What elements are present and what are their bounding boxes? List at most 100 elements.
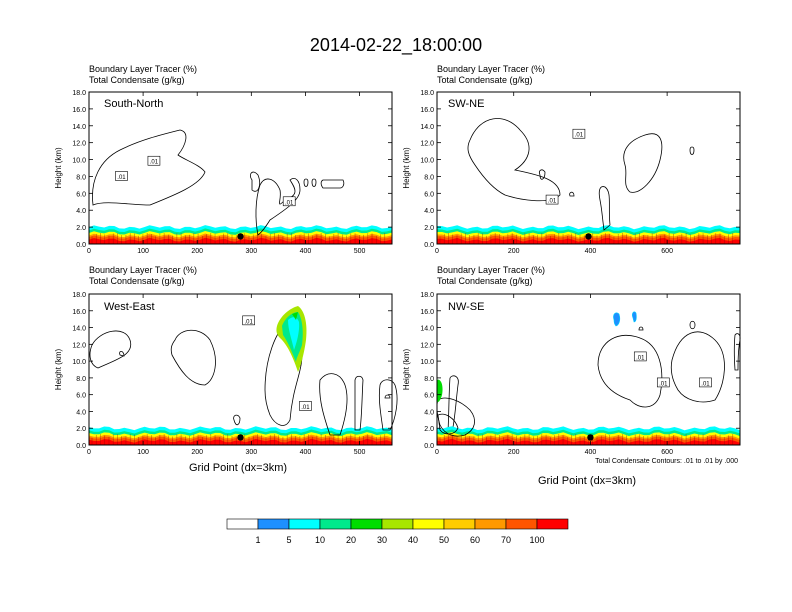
y-tick-label: 18.0 — [72, 292, 86, 299]
y-tick-label: 8.0 — [424, 174, 434, 181]
colorbar-swatch — [288, 518, 321, 530]
panel-nw-se: Boundary Layer Tracer (%) Total Condensa… — [402, 265, 741, 465]
colorbar-label: 30 — [377, 535, 387, 545]
contour-label: .01 — [701, 381, 710, 387]
panel-header-line2: Total Condensate (g/kg) — [437, 276, 533, 286]
x-tick-label: 300 — [245, 248, 257, 255]
x-axis-title: Grid Point (dx=3km) — [538, 475, 636, 487]
plot-frame — [436, 91, 741, 245]
y-tick-label: 10.0 — [72, 158, 86, 165]
ice-cloud-patch — [613, 312, 621, 327]
x-tick-label: 600 — [661, 248, 673, 255]
x-tick-label: 200 — [508, 248, 520, 255]
colorbar-label: 10 — [315, 535, 325, 545]
x-tick-label: 200 — [508, 449, 520, 456]
colorbar-swatch — [381, 518, 414, 530]
panel-header-line1: Boundary Layer Tracer (%) — [89, 64, 197, 74]
panel-west-east: Boundary Layer Tracer (%) Total Condensa… — [54, 265, 459, 456]
site-marker — [237, 434, 244, 441]
y-axis-title: Height (km) — [54, 147, 63, 189]
y-tick-label: 14.0 — [420, 326, 434, 333]
colorbar-label: 50 — [439, 535, 449, 545]
y-tick-label: 10.0 — [420, 359, 434, 366]
plot-frame — [88, 91, 393, 245]
plot-frame — [436, 293, 741, 446]
y-tick-label: 12.0 — [72, 342, 86, 349]
panel-header-line2: Total Condensate (g/kg) — [89, 75, 185, 85]
y-tick-label: 2.0 — [76, 225, 86, 232]
y-tick-label: 12.0 — [420, 342, 434, 349]
colorbar-swatch — [443, 518, 476, 530]
contour-note: Total Condensate Contours: .01 to .01 by… — [595, 458, 738, 465]
contour-label: .01 — [244, 319, 253, 325]
contour-label-box — [545, 194, 559, 205]
colorbar-swatch — [226, 518, 259, 530]
x-tick-label: 100 — [137, 449, 149, 456]
colorbar-swatch — [536, 518, 569, 530]
x-tick-label: 100 — [137, 248, 149, 255]
y-tick-label: 0.0 — [424, 443, 434, 450]
tracer-band — [437, 438, 740, 445]
y-tick-label: 12.0 — [420, 141, 434, 148]
y-tick-label: 6.0 — [424, 393, 434, 400]
x-tick-label: 500 — [354, 449, 366, 456]
y-tick-label: 18.0 — [72, 90, 86, 97]
colorbar-swatch — [412, 518, 445, 530]
y-tick-label: 4.0 — [424, 208, 434, 215]
y-axis-title: Height (km) — [54, 348, 63, 390]
panel-header-line2: Total Condensate (g/kg) — [437, 75, 533, 85]
y-tick-label: 14.0 — [72, 326, 86, 333]
clouds — [92, 129, 345, 236]
panel-south-north: Boundary Layer Tracer (%) Total Condensa… — [54, 64, 393, 255]
panel-header-line1: Boundary Layer Tracer (%) — [437, 265, 545, 275]
colorbar-swatch — [505, 518, 538, 530]
panel-header-line1: Boundary Layer Tracer (%) — [89, 265, 197, 275]
contour-label: .01 — [301, 405, 310, 411]
contour-label-box — [242, 315, 255, 326]
y-tick-label: 18.0 — [420, 90, 434, 97]
x-tick-label: 400 — [585, 248, 597, 255]
y-tick-label: 4.0 — [424, 409, 434, 416]
y-tick-label: 14.0 — [420, 124, 434, 131]
contour-label-box — [115, 171, 128, 181]
x-tick-label: 600 — [661, 449, 673, 456]
y-tick-label: 16.0 — [420, 309, 434, 316]
colorbar-label: 20 — [346, 535, 356, 545]
x-axis-title: Grid Point (dx=3km) — [189, 462, 287, 474]
ice-cloud-patch — [632, 311, 637, 323]
contour-label-box — [147, 155, 161, 166]
contour-label: .01 — [150, 160, 159, 166]
y-tick-label: 10.0 — [72, 359, 86, 366]
low-cloud-patch — [437, 379, 443, 403]
y-axis-title: Height (km) — [402, 348, 411, 390]
x-tick-label: 0 — [435, 248, 439, 255]
contour-label-box — [633, 351, 647, 362]
colorbar-swatch — [319, 518, 352, 530]
panel-header-line1: Boundary Layer Tracer (%) — [437, 64, 545, 74]
contour-label: .01 — [285, 200, 294, 206]
colorbar-label: 60 — [470, 535, 480, 545]
x-tick-label: 400 — [585, 449, 597, 456]
y-tick-label: 16.0 — [72, 107, 86, 114]
y-tick-label: 4.0 — [76, 409, 86, 416]
contour-label-box — [299, 401, 312, 411]
clouds — [436, 320, 741, 437]
colorbar-swatch — [350, 518, 383, 530]
panel-title: West-East — [104, 301, 155, 313]
panel-title: NW-SE — [448, 301, 484, 313]
colorbar-label: 100 — [529, 535, 544, 545]
colorbar-label: 5 — [286, 535, 291, 545]
y-tick-label: 6.0 — [76, 393, 86, 400]
contour-label: .01 — [575, 133, 584, 139]
clouds — [467, 118, 695, 231]
convective-plume — [276, 306, 307, 372]
y-tick-label: 16.0 — [420, 107, 434, 114]
x-tick-label: 0 — [87, 248, 91, 255]
x-tick-label: 400 — [300, 248, 312, 255]
y-tick-label: 14.0 — [72, 124, 86, 131]
panel-title: SW-NE — [448, 98, 484, 110]
y-tick-label: 16.0 — [72, 309, 86, 316]
x-tick-label: 500 — [354, 248, 366, 255]
y-tick-label: 12.0 — [72, 141, 86, 148]
